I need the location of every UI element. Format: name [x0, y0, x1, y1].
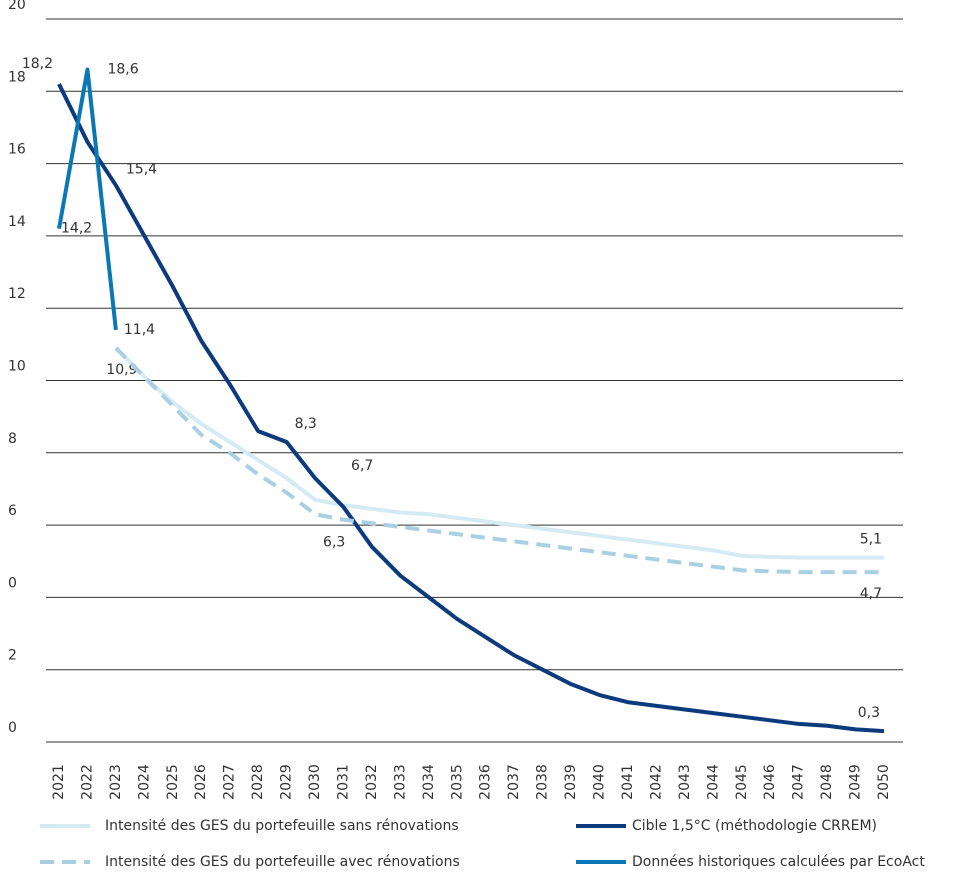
x-tick-label: 2038 [535, 764, 551, 800]
x-tick-label: 2043 [677, 764, 693, 800]
data-label: 4,7 [860, 586, 882, 602]
y-tick-label: 20 [8, 0, 26, 13]
data-label: 18,6 [107, 62, 138, 78]
data-label: 5,1 [860, 532, 882, 548]
x-tick-label: 2044 [705, 764, 721, 800]
data-label: 18,2 [22, 56, 53, 72]
x-tick-label: 2022 [79, 764, 95, 800]
data-label: 6,7 [351, 458, 373, 474]
x-tick-label: 2037 [506, 764, 522, 800]
x-tick-label: 2047 [791, 764, 807, 800]
x-tick-label: 2041 [620, 764, 636, 800]
x-tick-label: 2050 [876, 764, 892, 800]
y-tick-label: 8 [8, 431, 17, 447]
x-tick-label: 2039 [563, 764, 579, 800]
series-line [114, 346, 884, 575]
x-tick-label: 2023 [108, 764, 124, 800]
x-tick-label: 2049 [848, 764, 864, 800]
x-tick-label: 2029 [279, 764, 295, 800]
x-tick-label: 2031 [335, 764, 351, 800]
x-tick-label: 2025 [165, 764, 181, 800]
y-tick-label: 16 [8, 142, 26, 158]
data-label: 0,3 [858, 705, 880, 721]
legend-label: Cible 1,5°C (méthodologie CRREM) [632, 818, 877, 834]
legend-label: Intensité des GES du portefeuille sans r… [105, 818, 459, 834]
y-tick-label: 14 [8, 214, 26, 230]
x-tick-label: 2021 [51, 764, 67, 800]
data-label: 15,4 [126, 161, 157, 177]
x-tick-label: 2048 [819, 764, 835, 800]
x-tick-label: 2027 [222, 764, 238, 800]
x-tick-label: 2035 [449, 764, 465, 800]
y-tick-label: 0 [8, 575, 17, 591]
x-tick-label: 2033 [392, 764, 408, 800]
y-tick-label: 0 [8, 720, 17, 736]
y-tick-label: 2 [8, 648, 17, 664]
data-label: 10,9 [106, 362, 137, 378]
series-line [57, 83, 885, 734]
data-label: 14,2 [61, 221, 92, 237]
x-tick-label: 2045 [734, 764, 750, 800]
x-tick-label: 2030 [307, 764, 323, 800]
x-tick-label: 2024 [136, 764, 152, 800]
x-tick-label: 2036 [478, 764, 494, 800]
series-line [57, 67, 118, 331]
series-line [114, 346, 884, 560]
legend-label: Intensité des GES du portefeuille avec r… [105, 854, 460, 870]
data-label: 8,3 [295, 416, 317, 432]
y-tick-label: 6 [8, 503, 17, 519]
legend-label: Données historiques calculées par EcoAct [632, 854, 925, 870]
x-tick-label: 2028 [250, 764, 266, 800]
x-tick-label: 2040 [592, 764, 608, 800]
y-tick-label: 10 [8, 359, 26, 375]
y-tick-label: 12 [8, 286, 26, 302]
x-tick-label: 2032 [364, 764, 380, 800]
data-label: 11,4 [124, 322, 155, 338]
x-tick-label: 2026 [193, 764, 209, 800]
x-tick-label: 2046 [762, 764, 778, 800]
y-tick-label: 18 [8, 69, 26, 85]
x-tick-label: 2034 [421, 764, 437, 800]
data-label: 6,3 [323, 534, 345, 550]
x-tick-label: 2042 [648, 764, 664, 800]
